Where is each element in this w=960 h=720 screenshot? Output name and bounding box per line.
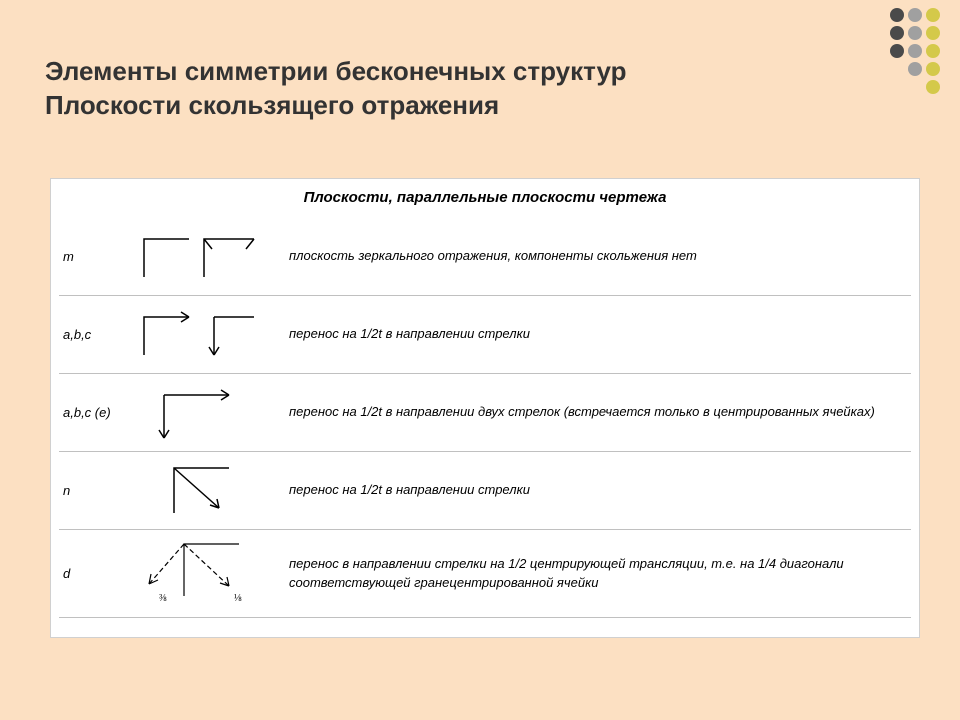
table-row: a,b,c перенос на 1/2t в направлении стре… bbox=[59, 296, 911, 374]
row-label: a,b,c (e) bbox=[59, 405, 129, 420]
row-symbol bbox=[129, 305, 279, 365]
row-description: перенос на 1/2t в направлении стрелки bbox=[279, 325, 911, 343]
dots-column bbox=[908, 8, 922, 94]
fraction-label: ⅛ bbox=[234, 593, 242, 604]
dots-column bbox=[890, 8, 904, 94]
row-symbol bbox=[129, 227, 279, 287]
dot bbox=[926, 26, 940, 40]
fraction-label: ⅜ bbox=[159, 593, 167, 604]
dots-column bbox=[926, 8, 940, 94]
dot bbox=[926, 80, 940, 94]
row-label: a,b,c bbox=[59, 327, 129, 342]
table-header: Плоскости, параллельные плоскости чертеж… bbox=[59, 189, 911, 206]
dot bbox=[926, 44, 940, 58]
dot bbox=[908, 62, 922, 76]
dot bbox=[890, 44, 904, 58]
symbol-mirror-icon bbox=[134, 227, 274, 287]
dot bbox=[926, 62, 940, 76]
dot bbox=[890, 26, 904, 40]
dot bbox=[890, 8, 904, 22]
table-row: d ⅜ ⅛ перенос в направлении стрелки на 1… bbox=[59, 530, 911, 618]
row-label: d bbox=[59, 566, 129, 581]
slide-title: Элементы симметрии бесконечных структур … bbox=[45, 55, 627, 123]
symbol-d-icon: ⅜ ⅛ bbox=[129, 536, 279, 611]
symbol-arrow-icon bbox=[134, 305, 274, 365]
corner-dots-decoration bbox=[890, 8, 940, 94]
table-row: n перенос на 1/2t в направлении стрелки bbox=[59, 452, 911, 530]
row-label: m bbox=[59, 249, 129, 264]
row-description: перенос на 1/2t в направлении стрелки bbox=[279, 481, 911, 499]
row-label: n bbox=[59, 483, 129, 498]
dot bbox=[908, 44, 922, 58]
row-description: плоскость зеркального отражения, компоне… bbox=[279, 247, 911, 265]
row-description: перенос в направлении стрелки на 1/2 цен… bbox=[279, 555, 911, 591]
title-line-2: Плоскости скользящего отражения bbox=[45, 90, 499, 120]
table-row: m плоскость зеркального отражения, компо… bbox=[59, 218, 911, 296]
symbol-diagonal-icon bbox=[134, 458, 274, 523]
row-description: перенос на 1/2t в направлении двух стрел… bbox=[279, 403, 911, 421]
dot bbox=[926, 8, 940, 22]
symbol-double-arrow-icon bbox=[134, 383, 274, 443]
row-symbol bbox=[129, 458, 279, 523]
content-box: Плоскости, параллельные плоскости чертеж… bbox=[50, 178, 920, 638]
table-row: a,b,c (e) перенос на 1/2t в направлении … bbox=[59, 374, 911, 452]
title-line-1: Элементы симметрии бесконечных структур bbox=[45, 56, 627, 86]
dot bbox=[908, 8, 922, 22]
row-symbol: ⅜ ⅛ bbox=[129, 536, 279, 611]
dot bbox=[908, 26, 922, 40]
row-symbol bbox=[129, 383, 279, 443]
